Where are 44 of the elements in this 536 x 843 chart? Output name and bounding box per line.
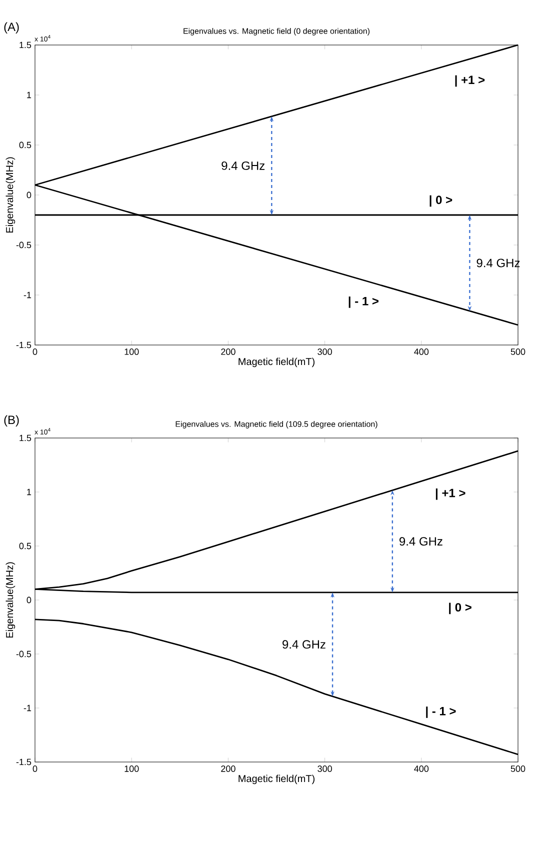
annotation: 9.4 GHz (476, 258, 520, 268)
x-tick-label: 300 (318, 766, 332, 772)
y-tick-label: -1.5 (16, 758, 32, 766)
y-tick-label: -1 (24, 292, 32, 298)
series-label: | - 1 > (426, 706, 456, 718)
x-tick-label: 100 (124, 766, 139, 772)
x-axis-title: Magetic field(mT) (238, 358, 314, 368)
y-tick-label: -1 (24, 704, 32, 712)
series-label: | 0 > (449, 602, 472, 614)
x-tick-label: 100 (124, 348, 139, 355)
text: (B) (4, 415, 19, 426)
series-label: | +1 > (455, 75, 485, 87)
y-tick-label: 0.5 (19, 542, 32, 550)
x-tick-label: 400 (414, 766, 429, 772)
y-tick-label: 0.5 (19, 142, 32, 148)
annotation: 9.4 GHz (222, 161, 265, 170)
y-tick-label: 1.5 (20, 434, 32, 442)
x-tick-label: 200 (221, 766, 236, 772)
y-tick-label: -0.5 (16, 242, 32, 248)
y-tick-label: 0 (26, 192, 32, 198)
text: (A) (4, 22, 19, 34)
x-tick-label: 0 (32, 766, 38, 772)
annotation: 9.4 GHz (282, 640, 326, 649)
x-tick-label: 500 (510, 348, 526, 355)
series-label: | 0 > (430, 195, 452, 207)
y-axis-title: Eigenvalue(MHz) (6, 157, 16, 233)
chart-title: Eigenvalues vs. Magnetic field (109.5 degree orientation) (176, 421, 378, 428)
x-tick-label: 300 (318, 348, 332, 355)
y-tick-label: 0 (26, 596, 32, 604)
y-tick-label: -1.5 (16, 342, 32, 348)
series-label: | +1 > (436, 488, 466, 500)
x-tick-label: 0 (32, 348, 38, 355)
annotation: 9.4 GHz (400, 537, 442, 546)
y-tick-label: -0.5 (16, 650, 32, 658)
series-label: | - 1 > (348, 296, 378, 308)
x-tick-label: 400 (414, 348, 429, 355)
chart-title: Eigenvalues vs. Magnetic field (0 degree orientation) (184, 28, 370, 36)
x-tick-label: 500 (510, 766, 526, 772)
x-tick-label: 200 (221, 348, 236, 355)
y-axis-title: Eigenvalue(MHz) (6, 562, 16, 638)
y-tick-label: 1 (27, 488, 32, 496)
x-axis-title: Magetic field(mT) (238, 774, 314, 784)
y-tick-label: 1.5 (20, 42, 32, 48)
y-tick-label: 1 (27, 92, 32, 98)
